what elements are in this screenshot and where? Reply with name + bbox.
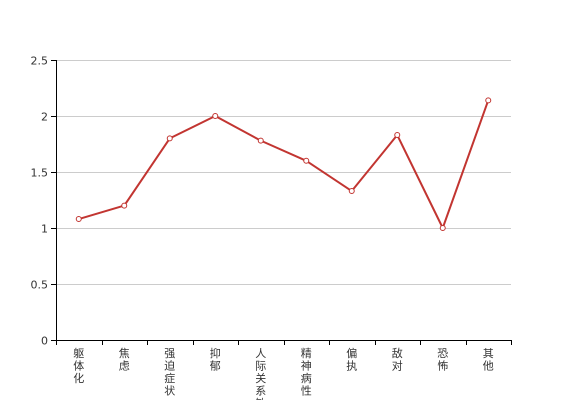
- x-tick-label: 强迫症状: [164, 347, 175, 398]
- y-tick-label: 2.5: [31, 55, 49, 68]
- x-tick-label: 其他: [483, 347, 494, 373]
- x-tick-label: 躯体化: [73, 347, 84, 385]
- y-axis-ticks: 0 0.5 1 1.5 2 2.5: [31, 55, 56, 348]
- x-tick-label: 偏执: [346, 346, 357, 373]
- x-tick-label: 精神病性: [301, 347, 312, 398]
- data-point[interactable]: [257, 137, 264, 144]
- grid-lines: [56, 60, 511, 285]
- data-point[interactable]: [348, 188, 355, 195]
- y-tick-label: 0.5: [31, 279, 49, 292]
- x-tick-label: 敌对: [392, 346, 403, 373]
- axes: [56, 60, 511, 341]
- y-tick-label: 1: [41, 223, 48, 236]
- series-line-0: [78, 99, 490, 229]
- y-tick-label: 1.5: [31, 167, 49, 180]
- data-point[interactable]: [166, 135, 173, 142]
- data-point[interactable]: [439, 225, 446, 231]
- x-tick-label: 恐怖: [437, 347, 448, 373]
- x-tick-label: 抑郁: [210, 346, 221, 373]
- y-tick-label: 0: [41, 335, 48, 348]
- data-point[interactable]: [121, 202, 128, 209]
- data-point[interactable]: [394, 132, 401, 139]
- x-tick-label: 焦虑: [119, 347, 130, 373]
- data-point[interactable]: [75, 216, 82, 223]
- data-points: [75, 97, 492, 231]
- data-point[interactable]: [485, 97, 492, 104]
- data-point[interactable]: [212, 113, 219, 119]
- x-tick-label: 人际关系敏: [255, 347, 266, 400]
- data-point[interactable]: [303, 157, 310, 164]
- y-tick-label: 2: [41, 111, 48, 124]
- x-axis-ticks: 躯体化 焦虑 强迫症状 抑郁 人际关系敏 精神病性 偏执 敌对 恐怖 其他: [56, 340, 512, 405]
- series-line: [78, 99, 490, 229]
